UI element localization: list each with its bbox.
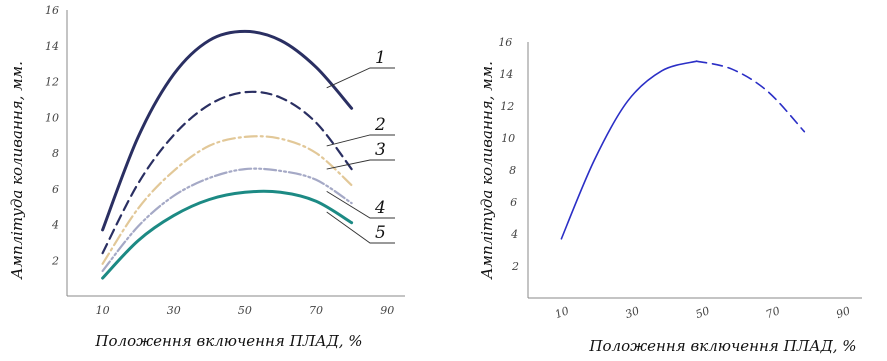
left-series-line-1 bbox=[101, 29, 354, 232]
left-x-tick-label: 70 bbox=[309, 304, 323, 317]
right-x-axis-title: Положення включення ПЛАД, % bbox=[588, 337, 856, 355]
left-chart: Амплітуда коливання, мм. Положення включ… bbox=[8, 4, 405, 350]
right-y-tick-label: 14 bbox=[499, 68, 513, 81]
left-curve-label-1: 1 bbox=[375, 48, 386, 68]
right-x-tick-label: 30 bbox=[623, 304, 641, 321]
left-y-tick-label: 14 bbox=[45, 40, 59, 53]
left-curve-label-5: 5 bbox=[375, 223, 386, 243]
right-x-tick-label: 90 bbox=[834, 304, 852, 321]
right-y-tick-label: 2 bbox=[511, 260, 519, 273]
right-y-tick-label: 4 bbox=[510, 228, 518, 241]
left-series-line-5 bbox=[101, 189, 354, 280]
left-series-line-2 bbox=[101, 90, 353, 255]
right-x-tick-label: 50 bbox=[694, 304, 712, 321]
left-y-tick-label: 4 bbox=[51, 219, 59, 232]
right-y-tick-label: 6 bbox=[510, 196, 517, 209]
left-leader-line-1 bbox=[326, 67, 395, 89]
left-x-axis-title: Положення включення ПЛАД, % bbox=[94, 332, 362, 350]
left-x-tick-label: 30 bbox=[167, 304, 181, 317]
left-y-tick-label: 10 bbox=[45, 111, 59, 124]
right-series-line-1 bbox=[560, 60, 698, 240]
left-leader-line-3 bbox=[326, 159, 395, 170]
left-leader-line-5 bbox=[326, 211, 395, 244]
left-y-tick-label: 12 bbox=[45, 76, 59, 89]
right-x-tick-label: 70 bbox=[764, 304, 782, 321]
left-y-tick-label: 2 bbox=[51, 254, 59, 267]
left-y-tick-label: 16 bbox=[45, 4, 59, 17]
left-curve-label-3: 3 bbox=[375, 140, 386, 160]
left-y-tick-label: 6 bbox=[52, 183, 59, 196]
left-curve-label-4: 4 bbox=[374, 198, 386, 218]
right-y-tick-label: 10 bbox=[501, 132, 515, 145]
right-x-tick-label: 10 bbox=[553, 304, 571, 321]
left-x-tick-label: 50 bbox=[238, 304, 252, 317]
left-y-axis-title: Амплітуда коливання, мм. bbox=[8, 61, 26, 280]
left-x-tick-label: 90 bbox=[380, 304, 394, 317]
left-series-line-4 bbox=[101, 167, 353, 273]
left-series-line-3 bbox=[101, 135, 353, 265]
left-x-tick-label: 10 bbox=[96, 304, 110, 317]
right-y-tick-label: 16 bbox=[498, 36, 512, 49]
left-curve-label-2: 2 bbox=[374, 115, 386, 135]
left-leader-line-2 bbox=[326, 134, 395, 147]
right-chart: Амплітуда коливання, мм. Положення включ… bbox=[478, 36, 862, 355]
left-y-tick-label: 8 bbox=[52, 147, 59, 160]
right-series-line-2 bbox=[695, 60, 806, 133]
right-y-axis-title: Амплітуда коливання, мм. bbox=[478, 61, 496, 280]
right-y-tick-label: 8 bbox=[509, 164, 516, 177]
right-y-tick-label: 12 bbox=[500, 100, 514, 113]
left-leader-line-4 bbox=[326, 191, 395, 219]
